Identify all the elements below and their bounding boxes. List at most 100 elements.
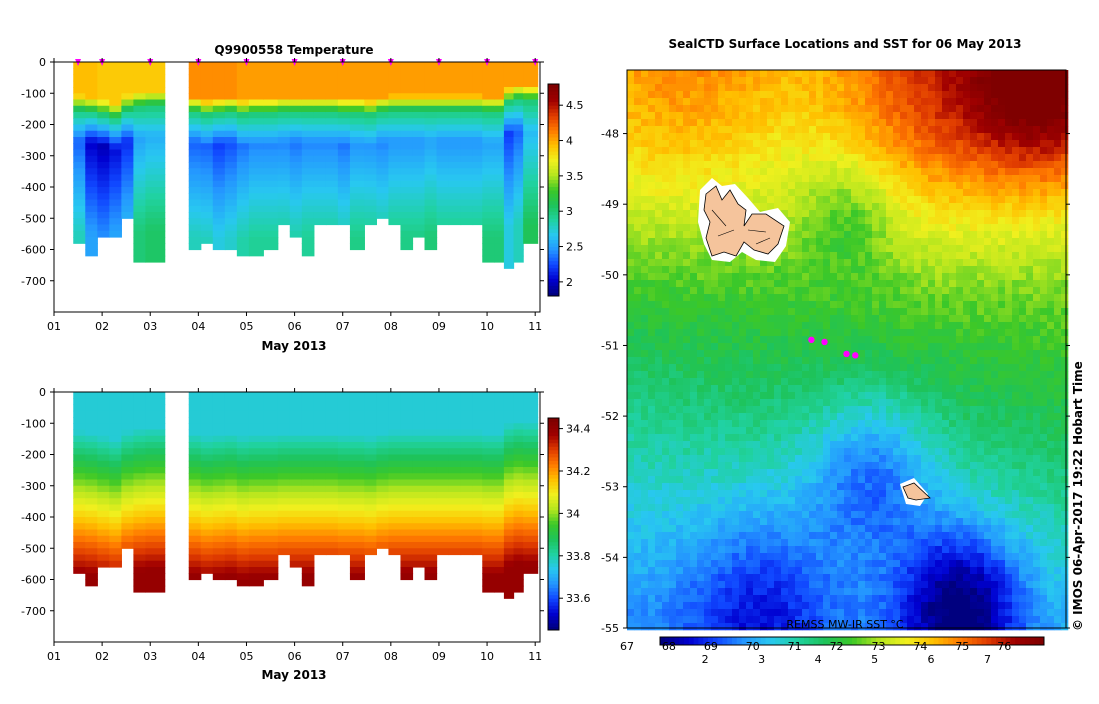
heatmap-cell — [514, 473, 524, 480]
heatmap-cell — [97, 542, 110, 549]
sst-cell — [893, 357, 900, 364]
sst-cell — [690, 147, 697, 154]
sst-cell — [837, 301, 844, 308]
sst-cell — [963, 357, 970, 364]
sst-cell — [767, 98, 774, 105]
heatmap-cell — [376, 498, 389, 505]
colorbar-segment — [548, 528, 559, 532]
heatmap-cell — [85, 411, 98, 418]
heatmap-cell — [201, 218, 214, 225]
heatmap-cell — [504, 218, 514, 225]
heatmap-cell — [504, 237, 514, 244]
heatmap-cell — [514, 455, 524, 462]
sst-cell — [837, 70, 844, 77]
sst-cell — [984, 287, 991, 294]
heatmap-cell — [425, 125, 438, 132]
sst-cell — [1054, 70, 1061, 77]
heatmap-cell — [449, 398, 462, 405]
sst-cell — [669, 350, 676, 357]
sst-cell — [711, 280, 718, 287]
sst-cell — [984, 329, 991, 336]
colorbar-segment — [548, 250, 559, 254]
sst-cell — [1026, 294, 1033, 301]
heatmap-cell — [73, 530, 86, 537]
sst-cell — [921, 357, 928, 364]
heatmap-cell — [133, 200, 146, 207]
heatmap-cell — [97, 231, 110, 238]
heatmap-cell — [189, 100, 202, 107]
sst-cell — [837, 119, 844, 126]
heatmap-cell — [338, 125, 351, 132]
heatmap-cell — [514, 411, 524, 418]
heatmap-cell — [189, 175, 202, 182]
sst-cell — [753, 154, 760, 161]
sst-cell — [809, 140, 816, 147]
sst-cell — [1019, 189, 1026, 196]
sst-cell — [669, 266, 676, 273]
sst-cell — [669, 112, 676, 119]
heatmap-cell — [133, 411, 146, 418]
heatmap-cell — [461, 150, 474, 157]
heatmap-cell — [201, 68, 214, 75]
sst-cell — [774, 119, 781, 126]
sst-cell — [669, 161, 676, 168]
heatmap-cell — [473, 536, 483, 543]
sst-cell — [655, 315, 662, 322]
heatmap-cell — [504, 542, 514, 549]
sst-cell — [746, 119, 753, 126]
sst-cell — [900, 329, 907, 336]
heatmap-cell — [388, 218, 401, 225]
heatmap-cell — [482, 143, 495, 150]
sst-cell — [872, 329, 879, 336]
sst-cell — [956, 112, 963, 119]
heatmap-cell — [412, 131, 425, 138]
sst-cell — [872, 140, 879, 147]
heatmap-cell — [514, 430, 524, 437]
colorbar-segment — [548, 446, 559, 450]
heatmap-cell — [237, 523, 250, 530]
sst-cell — [865, 245, 872, 252]
heatmap-cell — [97, 461, 110, 468]
heatmap-cell — [302, 81, 315, 88]
heatmap-cell — [121, 106, 134, 113]
heatmap-cell — [400, 480, 413, 487]
sst-cell — [844, 322, 851, 329]
sst-cell — [1005, 294, 1012, 301]
sst-cell — [1005, 224, 1012, 231]
sst-cell — [963, 203, 970, 210]
heatmap-cell — [225, 448, 238, 455]
heatmap-cell — [449, 162, 462, 169]
heatmap-cell — [290, 517, 303, 524]
sst-cell — [991, 315, 998, 322]
sst-cell — [865, 133, 872, 140]
heatmap-cell — [189, 118, 202, 125]
sst-cell — [676, 196, 683, 203]
sst-cell — [984, 84, 991, 91]
heatmap-cell — [290, 118, 303, 125]
heatmap-cell — [504, 212, 514, 219]
sst-cell — [634, 301, 641, 308]
colorbar-segment — [548, 577, 559, 581]
sst-cell — [942, 84, 949, 91]
heatmap-cell — [201, 511, 214, 518]
sst-cell — [1005, 154, 1012, 161]
sst-cell — [760, 329, 767, 336]
sst-cell — [942, 168, 949, 175]
sst-cell — [767, 343, 774, 350]
sst-cell — [949, 196, 956, 203]
heatmap-cell — [523, 567, 538, 574]
heatmap-cell — [461, 175, 474, 182]
sst-cell — [942, 98, 949, 105]
sst-cell — [781, 301, 788, 308]
sst-cell — [1005, 77, 1012, 84]
heatmap-cell — [189, 106, 202, 113]
sst-cell — [809, 259, 816, 266]
sst-cell — [627, 84, 634, 91]
sst-cell — [1033, 315, 1040, 322]
sst-cell — [851, 189, 858, 196]
sst-cell — [928, 133, 935, 140]
heatmap-cell — [145, 442, 165, 449]
heatmap-cell — [326, 156, 339, 163]
sst-cell — [1054, 350, 1061, 357]
heatmap-cell — [376, 175, 389, 182]
